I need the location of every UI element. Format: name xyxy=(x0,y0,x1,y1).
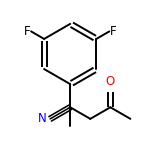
Text: F: F xyxy=(110,25,117,38)
Text: N: N xyxy=(38,112,47,125)
Text: O: O xyxy=(106,75,115,88)
Text: F: F xyxy=(24,25,31,38)
